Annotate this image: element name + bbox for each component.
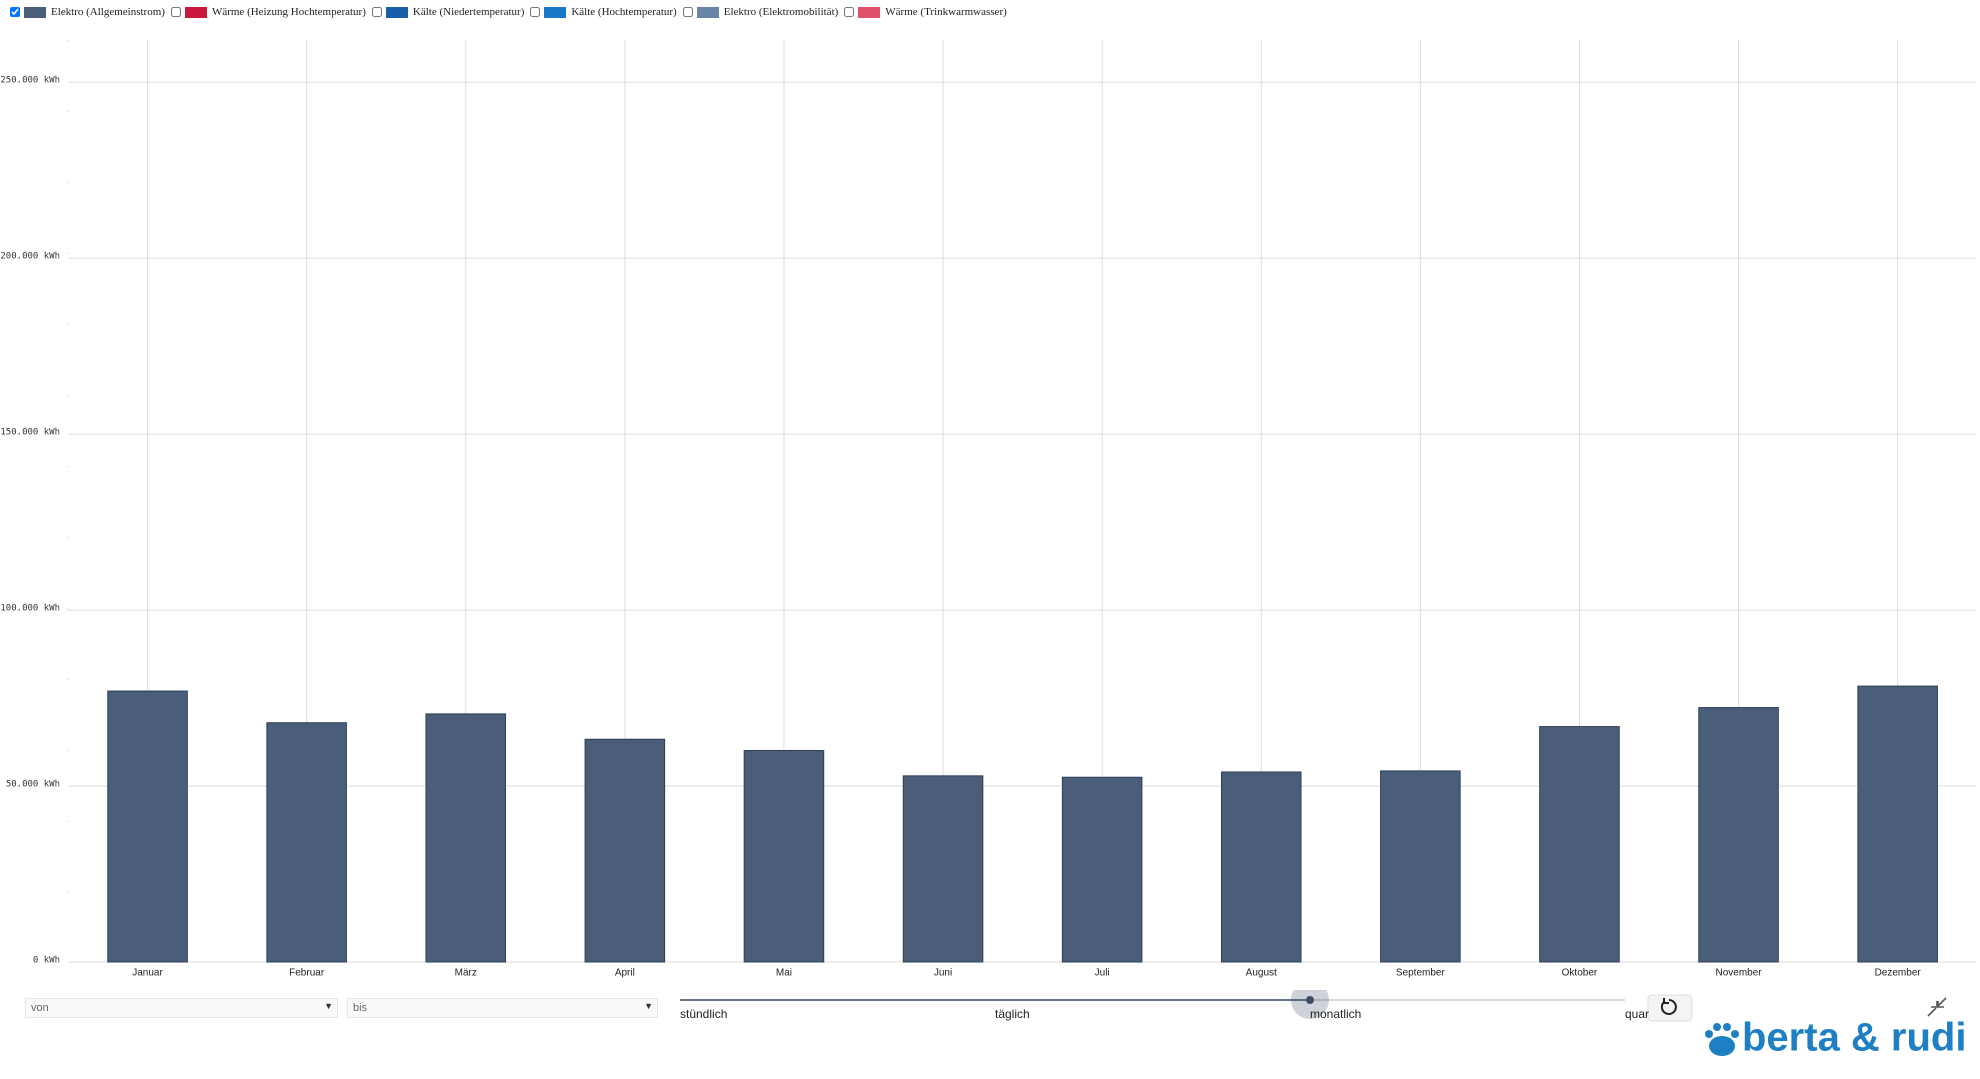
x-tick-label: August — [1246, 968, 1277, 979]
legend-label: Elektro (Elektromobilität) — [723, 6, 839, 18]
slider-label[interactable]: stündlich — [680, 1007, 728, 1021]
legend-checkbox[interactable] — [170, 7, 181, 17]
legend-swatch — [544, 6, 567, 18]
x-tick-label: Dezember — [1875, 968, 1922, 979]
legend-label: Kälte (Hochtemperatur) — [571, 6, 677, 18]
to-select[interactable]: bis ▼ — [347, 998, 658, 1018]
legend-item: Wärme (Trinkwarmwasser) — [844, 6, 1007, 18]
legend-checkbox[interactable] — [10, 7, 20, 17]
from-select[interactable]: von ▼ — [25, 998, 338, 1018]
legend-swatch — [385, 6, 408, 18]
bar — [107, 690, 188, 963]
slider-label[interactable]: monatlich — [1310, 1007, 1362, 1021]
legend-label: Kälte (Niedertemperatur) — [412, 6, 525, 18]
x-tick-label: Mai — [776, 968, 792, 979]
bar — [584, 738, 666, 963]
y-tick-label: 100.000 kWh — [0, 604, 60, 614]
collapse-icon[interactable] — [1927, 997, 1947, 1017]
dropdown-arrow: ▼ — [644, 1001, 653, 1011]
bar — [1220, 771, 1302, 963]
chart: 0 kWh 50.000 kWh 100.000 kWh 150.000 kWh 200… — [0, 40, 1976, 979]
y-tick-label: 200.000 kWh — [0, 252, 60, 262]
legend-item: Kälte (Niedertemperatur) — [371, 6, 525, 18]
bar — [266, 722, 347, 963]
logo-icon — [1705, 1023, 1739, 1056]
y-tick-label: 150.000 kWh — [0, 428, 60, 438]
slider-halo — [1291, 990, 1329, 1019]
legend-item: Wärme (Heizung Hochtemperatur) — [170, 6, 366, 18]
y-tick-label: 250.000 kWh — [0, 76, 60, 86]
from-label: von — [31, 1002, 49, 1014]
x-tick-label: Januar — [132, 968, 163, 979]
x-tick-label: April — [615, 968, 635, 979]
x-tick-label: September — [1396, 968, 1446, 979]
slider-label[interactable]: quar — [1625, 1007, 1650, 1021]
slider-label[interactable]: täglich — [995, 1007, 1030, 1021]
bar — [1061, 776, 1143, 963]
legend-checkbox[interactable] — [371, 7, 382, 17]
legend-checkbox[interactable] — [530, 7, 541, 17]
reset-icon — [1660, 998, 1677, 1015]
x-tick-label: Februar — [289, 968, 325, 979]
bar — [1698, 707, 1779, 963]
controls: berta & rudi — [680, 990, 1966, 1060]
bar — [743, 750, 825, 963]
logo: berta & rudi — [1742, 1016, 1966, 1060]
legend-swatch — [858, 6, 881, 18]
bar — [1539, 726, 1620, 963]
legend-label: Wärme (Heizung Hochtemperatur) — [211, 6, 366, 18]
legend-swatch — [24, 6, 46, 18]
legend-label: Elektro (Allgemeinstrom) — [51, 6, 165, 18]
reset-button[interactable] — [1647, 994, 1693, 1022]
legend-swatch — [184, 6, 207, 18]
bar — [1857, 685, 1938, 963]
legend-label: Wärme (Trinkwarmwasser) — [885, 6, 1007, 18]
legend-item: Elektro (Allgemeinstrom) — [10, 6, 165, 18]
y-tick-label: 0 kWh — [33, 956, 60, 966]
x-tick-label: November — [1715, 968, 1762, 979]
x-tick-label: Juli — [1095, 968, 1110, 979]
y-tick-label: 50.000 kWh — [6, 780, 60, 790]
x-tick-label: März — [455, 968, 477, 979]
dropdown-arrow: ▼ — [324, 1001, 333, 1011]
x-tick-label: Oktober — [1562, 968, 1598, 979]
bar — [902, 775, 984, 963]
legend: Elektro (Allgemeinstrom) Wärme (Heizung H… — [10, 6, 1013, 18]
legend-checkbox[interactable] — [844, 7, 855, 17]
legend-item: Elektro (Elektromobilität) — [682, 6, 839, 18]
bar — [425, 713, 507, 963]
slider-thumb[interactable] — [1306, 996, 1314, 1004]
legend-checkbox[interactable] — [682, 7, 693, 17]
legend-item: Kälte (Hochtemperatur) — [530, 6, 677, 18]
x-tick-label: Juni — [934, 968, 952, 979]
to-label: bis — [353, 1002, 368, 1014]
legend-swatch — [696, 6, 719, 18]
bar — [1380, 770, 1461, 963]
